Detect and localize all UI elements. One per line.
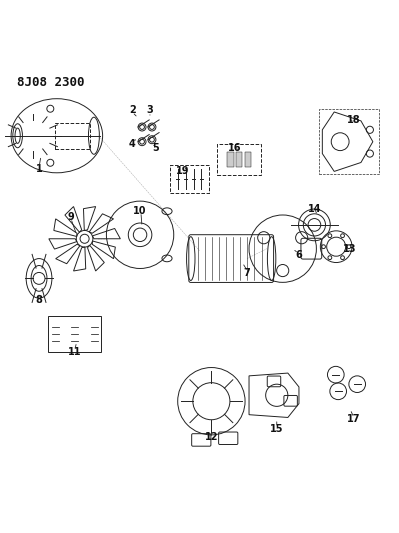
Text: 16: 16: [228, 143, 242, 152]
Text: 6: 6: [295, 249, 302, 260]
Text: 11: 11: [68, 346, 81, 357]
Bar: [55, 123, 89, 149]
Text: 1: 1: [36, 164, 42, 174]
Text: 5: 5: [152, 143, 159, 152]
Text: 2: 2: [129, 105, 136, 115]
Text: 15: 15: [270, 424, 284, 434]
Text: 8J08 2300: 8J08 2300: [17, 76, 85, 89]
Bar: [319, 109, 379, 174]
Text: 10: 10: [133, 206, 147, 216]
Bar: [217, 144, 261, 175]
Bar: [170, 165, 209, 193]
Text: 18: 18: [347, 115, 361, 125]
Text: 17: 17: [347, 414, 361, 424]
Text: 13: 13: [343, 244, 357, 254]
Bar: [236, 152, 242, 167]
Text: 3: 3: [146, 105, 153, 115]
Text: 14: 14: [308, 204, 321, 214]
Text: 8: 8: [36, 295, 42, 305]
Bar: [48, 316, 101, 352]
Text: 7: 7: [244, 268, 251, 278]
Bar: [245, 152, 251, 167]
Text: 4: 4: [129, 139, 136, 149]
Bar: [227, 152, 234, 167]
Text: 19: 19: [176, 166, 190, 176]
Text: 9: 9: [67, 212, 74, 222]
Text: 12: 12: [205, 432, 218, 442]
